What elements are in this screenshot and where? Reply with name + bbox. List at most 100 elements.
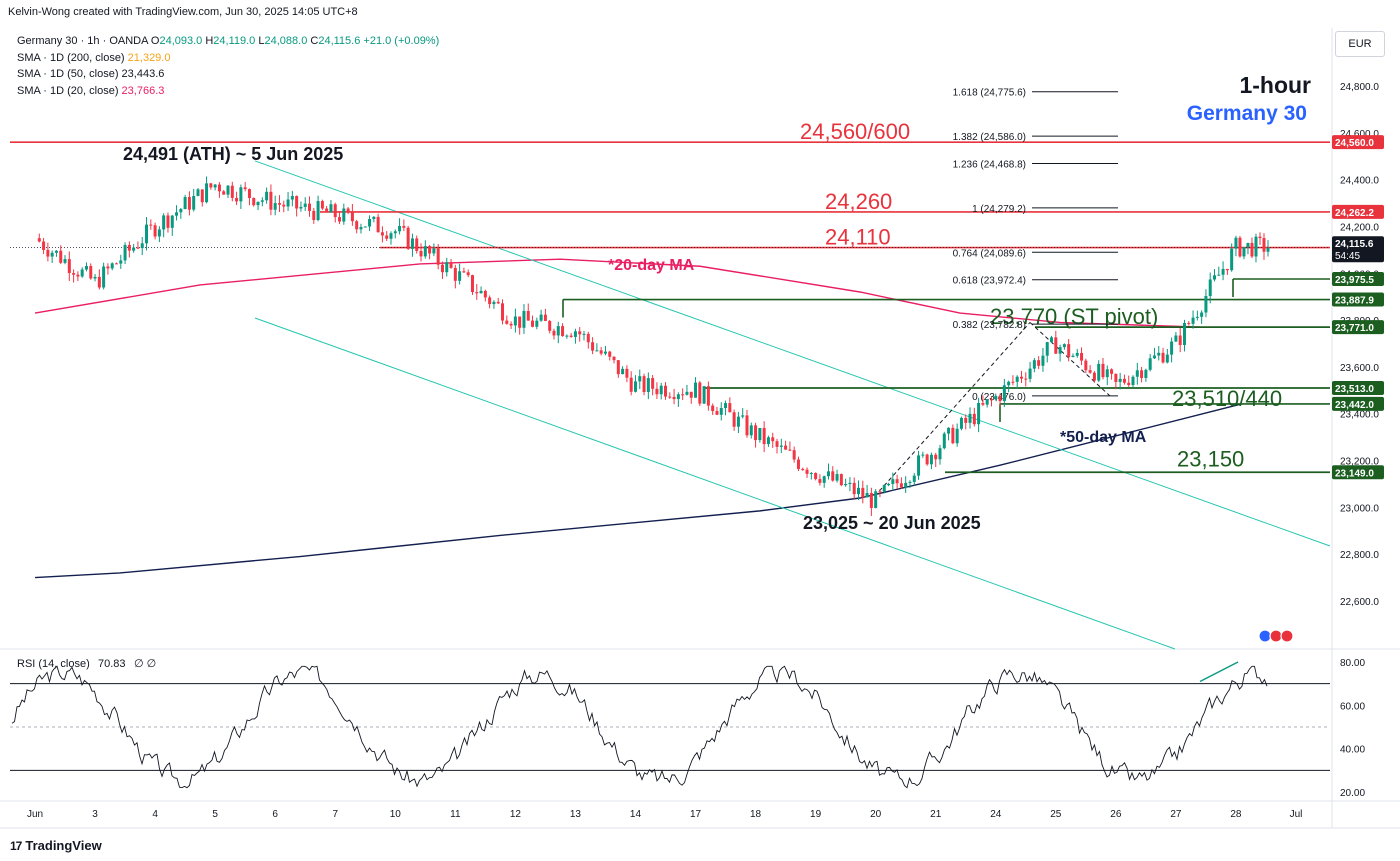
candle-body bbox=[861, 487, 865, 498]
candle-body bbox=[917, 455, 921, 476]
candle-body bbox=[1002, 385, 1006, 402]
candle-body bbox=[1011, 381, 1015, 383]
candle-body bbox=[921, 454, 925, 456]
candle-body bbox=[410, 238, 414, 249]
candle-body bbox=[1067, 344, 1071, 357]
rsi-tick-label: 60.00 bbox=[1340, 701, 1365, 712]
candle-body bbox=[646, 378, 650, 393]
candle-body bbox=[1174, 335, 1178, 342]
candle-body bbox=[586, 333, 590, 343]
candle-body bbox=[676, 394, 680, 400]
candle-body bbox=[964, 417, 968, 423]
candle-body bbox=[758, 427, 762, 441]
legend-symbol: Germany 30 · 1h · OANDA bbox=[17, 35, 148, 47]
y-tick-label: 23,000.0 bbox=[1340, 503, 1379, 514]
support-axis-label: 23,442.0 bbox=[1335, 400, 1374, 411]
candle-body bbox=[831, 471, 835, 481]
candle-body bbox=[934, 454, 938, 460]
candle-body bbox=[1200, 312, 1204, 317]
candle-body bbox=[719, 408, 723, 415]
candle-body bbox=[179, 209, 183, 213]
level-axis-label: 24,560.0 bbox=[1335, 138, 1374, 149]
legend-sma20-label: SMA · 1D (20, close) bbox=[17, 84, 119, 97]
candle-body bbox=[290, 196, 294, 200]
rsi-line bbox=[11, 665, 1268, 789]
candle-body bbox=[561, 326, 565, 337]
legend-sma20-row: SMA · 1D (20, close) 23,766.3 bbox=[17, 83, 439, 100]
candle-body bbox=[479, 290, 483, 294]
candle-body bbox=[848, 482, 852, 484]
candle-body bbox=[629, 377, 633, 392]
candle-body bbox=[265, 191, 269, 201]
x-tick-label: 19 bbox=[810, 809, 822, 820]
candle-body bbox=[814, 472, 818, 480]
candle-body bbox=[376, 216, 380, 233]
candle-body bbox=[127, 244, 131, 251]
fib-label: 0.764 (24,089.6) bbox=[953, 248, 1026, 259]
candle-body bbox=[145, 224, 149, 244]
candle-body bbox=[1170, 341, 1174, 355]
candle-body bbox=[299, 206, 303, 209]
candle-body bbox=[308, 203, 312, 211]
rsi-extra: ∅ ∅ bbox=[134, 658, 156, 670]
candle-body bbox=[788, 449, 792, 451]
candle-body bbox=[175, 212, 179, 216]
candle-body bbox=[994, 395, 998, 400]
candle-body bbox=[1187, 322, 1191, 324]
candle-body bbox=[565, 335, 569, 337]
candle-body bbox=[316, 201, 320, 221]
candle-body bbox=[1101, 363, 1105, 378]
candle-body bbox=[998, 395, 1002, 402]
candle-body bbox=[402, 225, 406, 228]
candle-body bbox=[1266, 247, 1270, 252]
candle-body bbox=[338, 217, 342, 222]
candle-body bbox=[925, 454, 929, 465]
candle-body bbox=[1114, 373, 1118, 382]
candle-body bbox=[432, 248, 436, 254]
y-tick-label: 23,200.0 bbox=[1340, 457, 1379, 468]
candle-body bbox=[745, 415, 749, 436]
candle-body bbox=[595, 350, 599, 352]
candle-body bbox=[462, 271, 466, 273]
candle-body bbox=[784, 445, 788, 450]
candle-body bbox=[638, 376, 642, 382]
candle-body bbox=[423, 246, 427, 257]
candle-body bbox=[282, 204, 286, 207]
candle-body bbox=[857, 487, 861, 495]
candle-body bbox=[80, 269, 84, 277]
rsi-value: 70.83 bbox=[98, 658, 126, 670]
x-tick-label: 11 bbox=[450, 809, 461, 820]
currency-button[interactable]: EUR bbox=[1335, 31, 1385, 57]
candle-body bbox=[385, 235, 389, 239]
x-tick-label: 21 bbox=[930, 809, 942, 820]
candle-body bbox=[1092, 372, 1096, 381]
chart-instrument-title: Germany 30 bbox=[1187, 102, 1307, 125]
x-tick-label: 26 bbox=[1110, 809, 1122, 820]
candle-body bbox=[1238, 237, 1242, 257]
x-tick-label: 7 bbox=[332, 809, 338, 820]
candle-body bbox=[1075, 352, 1079, 356]
candle-body bbox=[209, 183, 213, 188]
candle-body bbox=[200, 189, 204, 203]
candle-body bbox=[102, 266, 106, 288]
candle-body bbox=[569, 335, 573, 337]
legend-sma200-label: SMA · 1D (200, close) bbox=[17, 51, 125, 64]
candle-body bbox=[149, 224, 153, 226]
candle-body bbox=[1024, 378, 1028, 380]
candle-body bbox=[1165, 354, 1169, 363]
candle-body bbox=[1135, 370, 1139, 377]
candle-body bbox=[899, 483, 903, 488]
candle-body bbox=[162, 215, 166, 230]
level-text-label: 23,510/440 bbox=[1172, 386, 1282, 411]
candle-body bbox=[286, 199, 290, 207]
candle-body bbox=[346, 208, 350, 212]
candle-body bbox=[428, 246, 432, 254]
legend-open-label: O bbox=[150, 35, 160, 47]
candle-body bbox=[582, 333, 586, 335]
candle-body bbox=[363, 226, 367, 228]
fib-label: 0.618 (23,972.4) bbox=[953, 276, 1026, 287]
candle-body bbox=[458, 271, 462, 281]
candle-body bbox=[1242, 247, 1246, 257]
candle-body bbox=[419, 250, 423, 257]
